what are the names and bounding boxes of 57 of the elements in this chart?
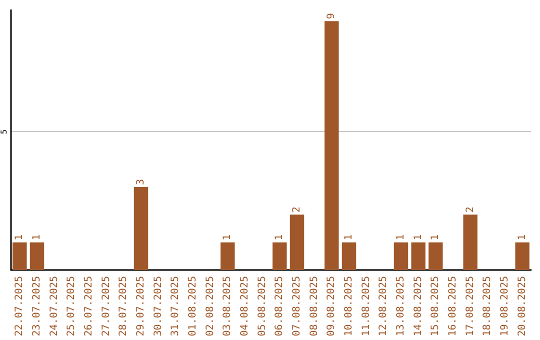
x-tick-label: 01.08.2025: [188, 276, 198, 336]
data-label: 1: [516, 234, 528, 240]
bar: [515, 242, 530, 270]
data-label: 1: [14, 234, 26, 240]
x-tick-label: 02.08.2025: [204, 276, 216, 336]
x-tick-label: 13.08.2025: [396, 276, 406, 336]
bar: [428, 242, 443, 270]
x-tick-label: 17.08.2025: [464, 276, 476, 336]
data-label: 3: [136, 178, 146, 186]
x-tick-label: 27.07.2025: [100, 276, 112, 336]
bar: [411, 242, 426, 270]
data-label: 2: [292, 206, 302, 213]
data-label: 1: [412, 234, 424, 240]
bar: [324, 21, 339, 270]
x-tick-label: 23.07.2025: [32, 276, 42, 336]
data-label: 1: [430, 234, 442, 240]
x-tick-label: 05.08.2025: [256, 276, 268, 336]
x-tick-label: 04.08.2025: [240, 276, 250, 336]
x-tick-label: 16.08.2025: [448, 276, 458, 336]
x-tick-label: 28.07.2025: [118, 276, 130, 336]
x-tick-label: 20.08.2025: [516, 276, 528, 336]
bar: [342, 242, 356, 270]
data-label: 1: [274, 234, 286, 240]
x-tick-label: 29.07.2025: [136, 276, 146, 336]
x-tick-label: 30.07.2025: [152, 276, 164, 336]
bar: [394, 242, 408, 270]
x-tick-label: 18.08.2025: [482, 276, 494, 336]
data-label: 9: [326, 13, 338, 20]
bar: [30, 242, 44, 270]
x-tick-label: 07.08.2025: [292, 276, 302, 336]
data-label: 2: [464, 206, 476, 213]
x-tick-label: 11.08.2025: [360, 276, 372, 336]
x-tick-label: 10.08.2025: [344, 276, 354, 336]
x-tick-label: 08.08.2025: [308, 276, 320, 336]
x-tick-label: 09.08.2025: [326, 276, 338, 336]
data-label: 1: [222, 234, 234, 240]
data-label: 1: [396, 234, 406, 240]
x-tick-label: 15.08.2025: [430, 276, 442, 336]
bar: [220, 242, 235, 270]
x-tick-label: 24.07.2025: [48, 276, 60, 336]
bar: [272, 242, 287, 270]
y-tick-label: 5: [0, 129, 8, 134]
bar: [463, 214, 478, 270]
x-tick-label: 19.08.2025: [500, 276, 510, 336]
x-tick-label: 26.07.2025: [84, 276, 94, 336]
data-label: 1: [32, 234, 42, 240]
bar: [134, 187, 148, 270]
bar: [12, 242, 27, 270]
x-tick-label: 03.08.2025: [222, 276, 234, 336]
x-tick-label: 31.07.2025: [170, 276, 182, 336]
x-tick-label: 06.08.2025: [274, 276, 286, 336]
data-label: 1: [344, 234, 354, 240]
x-tick-label: 22.07.2025: [14, 276, 26, 336]
x-tick-label: 14.08.2025: [412, 276, 424, 336]
x-tick-label: 12.08.2025: [378, 276, 390, 336]
bar: [290, 214, 304, 270]
x-tick-label: 25.07.2025: [66, 276, 78, 336]
